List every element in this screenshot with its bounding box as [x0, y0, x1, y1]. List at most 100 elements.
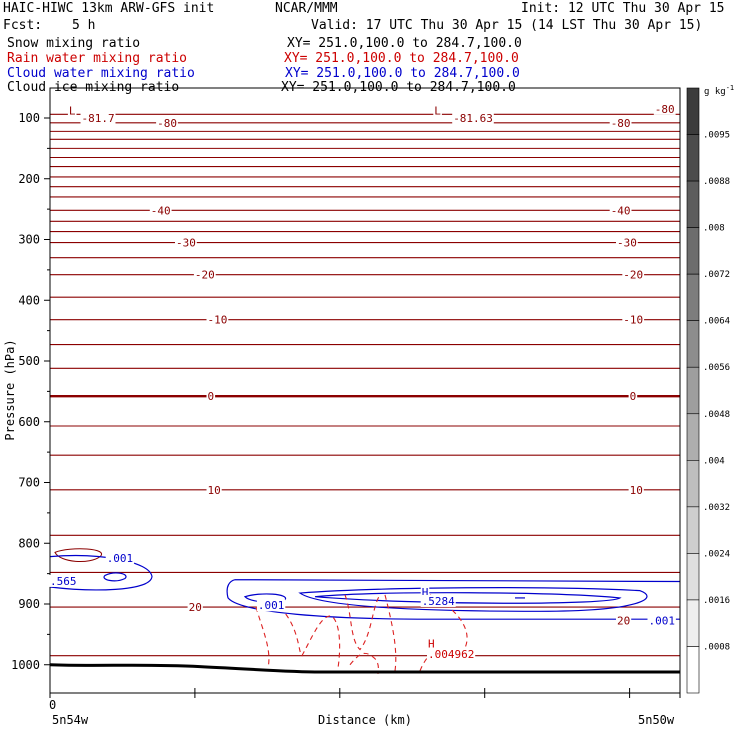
rain-water-contour [279, 606, 341, 668]
label-background [193, 268, 216, 281]
label-background [149, 204, 172, 217]
cloud-water-label: .565 [50, 575, 77, 588]
colorbar-tick-label: .0088 [703, 177, 730, 187]
label-background [427, 647, 476, 660]
isotherm-label: L [434, 105, 441, 118]
isotherm-line [49, 241, 681, 244]
valid-time: Valid: 17 UTC Thu 30 Apr 15 (14 LST Thu … [311, 18, 703, 33]
colorbar-segment [686, 460, 700, 508]
y-tick-label: 200 [18, 172, 40, 186]
x-left-label: 5n54w [52, 713, 89, 727]
colorbar-tick-label: .0048 [703, 410, 730, 420]
label-background [616, 614, 632, 627]
colorbar-segment [686, 599, 700, 647]
x-axis-ticks [49, 688, 681, 698]
colorbar-tick-label: .0072 [703, 270, 730, 280]
colorbar-segment [686, 646, 700, 694]
label-background [653, 102, 676, 115]
isotherm-label: -10 [623, 314, 643, 327]
rain-water-label: H [428, 637, 435, 650]
y-tick-label: 800 [18, 536, 40, 550]
label-background [427, 637, 436, 650]
y-tick-label: 400 [18, 293, 40, 307]
isotherm-line [49, 209, 681, 212]
label-background [622, 268, 645, 281]
y-tick-label: 500 [18, 354, 40, 368]
colorbar-tick-label: .008 [703, 224, 725, 234]
colorbar-segment [686, 553, 700, 601]
cloud-water-label: H [422, 586, 429, 599]
fcst-value: 5 h [72, 18, 96, 33]
isotherm-label: -80 [157, 117, 177, 130]
chart-title: HAIC-HIWC 13km ARW-GFS init [3, 1, 215, 16]
label-background [452, 112, 494, 124]
y-axis-ticks: 100 200 300 400 500 600 700 800 900 1000 [11, 111, 50, 672]
label-background [49, 574, 78, 587]
cloud-water-label: .001 [107, 552, 134, 565]
label-background [628, 483, 644, 496]
isotherm-label: 20 [189, 601, 202, 614]
field-xy-rain: XY= 251.0,100.0 to 284.7,100.0 [284, 51, 519, 66]
isotherm-label: -81.63 [453, 112, 493, 125]
isotherm-label: -10 [208, 314, 228, 327]
rain-water-contour [344, 594, 381, 651]
isotherm-line [49, 175, 681, 178]
isotherm-line [49, 318, 681, 321]
isotherm-label: -30 [617, 237, 637, 250]
isotherm-line [49, 425, 681, 427]
label-background [156, 116, 178, 129]
colorbar-tick-label: .0032 [703, 503, 730, 513]
label-background [622, 313, 645, 326]
field-xy-snow: XY= 251.0,100.0 to 284.7,100.0 [287, 36, 522, 51]
isotherm-label: -20 [195, 269, 215, 282]
isotherm-line [49, 488, 681, 491]
y-axis-label: Pressure (hPa) [3, 339, 17, 440]
isotherm-line [49, 296, 681, 299]
colorbar-tick-label: .004 [703, 456, 725, 466]
colorbar-segment [686, 134, 700, 182]
label-background [433, 104, 442, 117]
cloud-water-contours [49, 554, 681, 620]
isotherm-line [49, 343, 681, 346]
isotherm-line [49, 367, 681, 370]
label-background [628, 390, 638, 403]
isotherm-line [49, 394, 681, 398]
colorbar-tick-label: .0016 [703, 596, 730, 606]
isotherm-line [49, 165, 681, 168]
label-background [616, 236, 638, 249]
isotherm-line [49, 156, 681, 159]
isotherm-label: 0 [208, 390, 215, 403]
rain-water-contour [349, 652, 379, 674]
isotherm-label: -40 [611, 204, 631, 217]
colorbar-segment [686, 180, 700, 228]
label-background [609, 204, 632, 217]
colorbar-segment [686, 227, 700, 275]
label-background [67, 104, 77, 117]
label-background [206, 313, 229, 326]
rain-water-contour [255, 606, 270, 668]
init-time: Init: 12 UTC Thu 30 Apr 15 [521, 1, 725, 16]
fcst-label: Fcst: [3, 18, 43, 33]
isotherm-label: 10 [208, 484, 221, 497]
org-label: NCAR/MMM [275, 1, 338, 16]
label-background [420, 585, 430, 598]
field-name-rain: Rain water mixing ratio [7, 51, 188, 66]
cloud-water-contour [314, 592, 622, 604]
rain-water-label: .004962 [428, 648, 474, 661]
isotherm-line [49, 130, 681, 133]
isotherm-label: -30 [176, 237, 196, 250]
cloud-water-contour [103, 572, 127, 582]
isotherm-label: L [69, 105, 76, 118]
isotherm-label: 0 [630, 390, 637, 403]
colorbar-tick-label: .0056 [703, 363, 730, 373]
isotherm-line [49, 121, 681, 124]
label-background [420, 594, 456, 607]
label-background [105, 551, 135, 564]
colorbar-segment [686, 320, 700, 368]
label-background [256, 599, 286, 612]
colorbar-segment [686, 273, 700, 321]
x-start-tick-label: 0 [49, 698, 56, 712]
y-tick-label: 1000 [11, 658, 40, 672]
colorbar-unit-label: g kg-1 [704, 84, 734, 97]
